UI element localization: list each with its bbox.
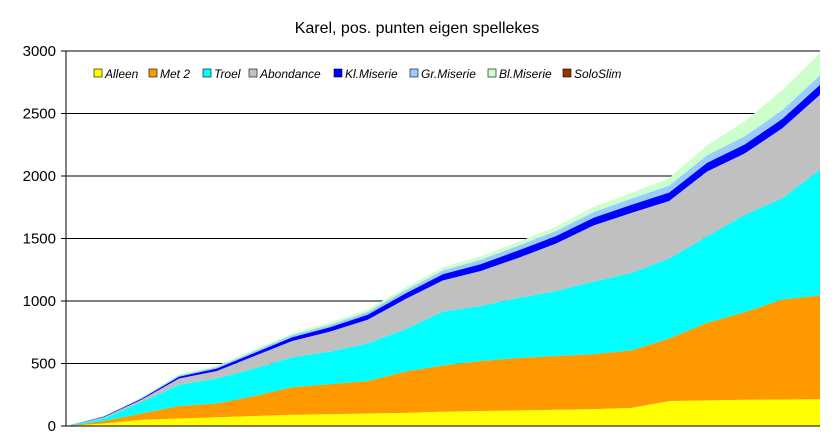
legend-swatch	[202, 68, 212, 78]
legend-swatch	[148, 68, 158, 78]
legend-label: Bl.Miserie	[499, 67, 552, 81]
legend-item-bl-miserie: Bl.Miserie	[487, 67, 552, 81]
legend-label: Gr.Miserie	[421, 67, 476, 81]
legend-item-met-2: Met 2	[148, 67, 190, 81]
area-alleen	[66, 399, 820, 426]
legend-label: Met 2	[160, 67, 190, 81]
area-met-2	[66, 295, 820, 426]
y-tick-label: 2500	[23, 106, 56, 123]
legend-label: Abondance	[259, 67, 321, 81]
area-troel	[66, 169, 820, 427]
legend-item-soloslim: SoloSlim	[562, 67, 621, 81]
legend-swatch	[562, 68, 572, 78]
legend-item-troel: Troel	[202, 67, 241, 81]
legend-label: Kl.Miserie	[345, 67, 398, 81]
legend-swatch	[93, 68, 103, 78]
y-tick-label: 3000	[23, 43, 56, 60]
legend-label: Troel	[214, 67, 241, 81]
y-tick-label: 1000	[23, 293, 56, 310]
chart-title: Karel, pos. punten eigen spellekes	[295, 20, 540, 37]
area-series	[66, 52, 820, 427]
legend-item-kl-miserie: Kl.Miserie	[333, 67, 398, 81]
legend-item-alleen: Alleen	[93, 67, 139, 81]
y-tick-label: 1500	[23, 231, 56, 248]
y-tick-label: 0	[48, 418, 56, 435]
legend-swatch	[248, 68, 258, 78]
legend-label: SoloSlim	[574, 67, 621, 81]
y-tick-label: 500	[31, 356, 56, 373]
legend-swatch	[409, 68, 419, 78]
legend-item-gr-miserie: Gr.Miserie	[409, 67, 476, 81]
y-tick-label: 2000	[23, 168, 56, 185]
y-tick-labels: 0 500 1000 1500 2000 2500 3000	[23, 43, 66, 435]
legend-label: Alleen	[104, 67, 139, 81]
legend: Alleen Met 2 Troel Abondance Kl.Miserie Gr.Mi…	[93, 67, 621, 81]
legend-item-abondance: Abondance	[248, 67, 321, 81]
legend-swatch	[487, 68, 497, 78]
legend-swatch	[333, 68, 343, 78]
